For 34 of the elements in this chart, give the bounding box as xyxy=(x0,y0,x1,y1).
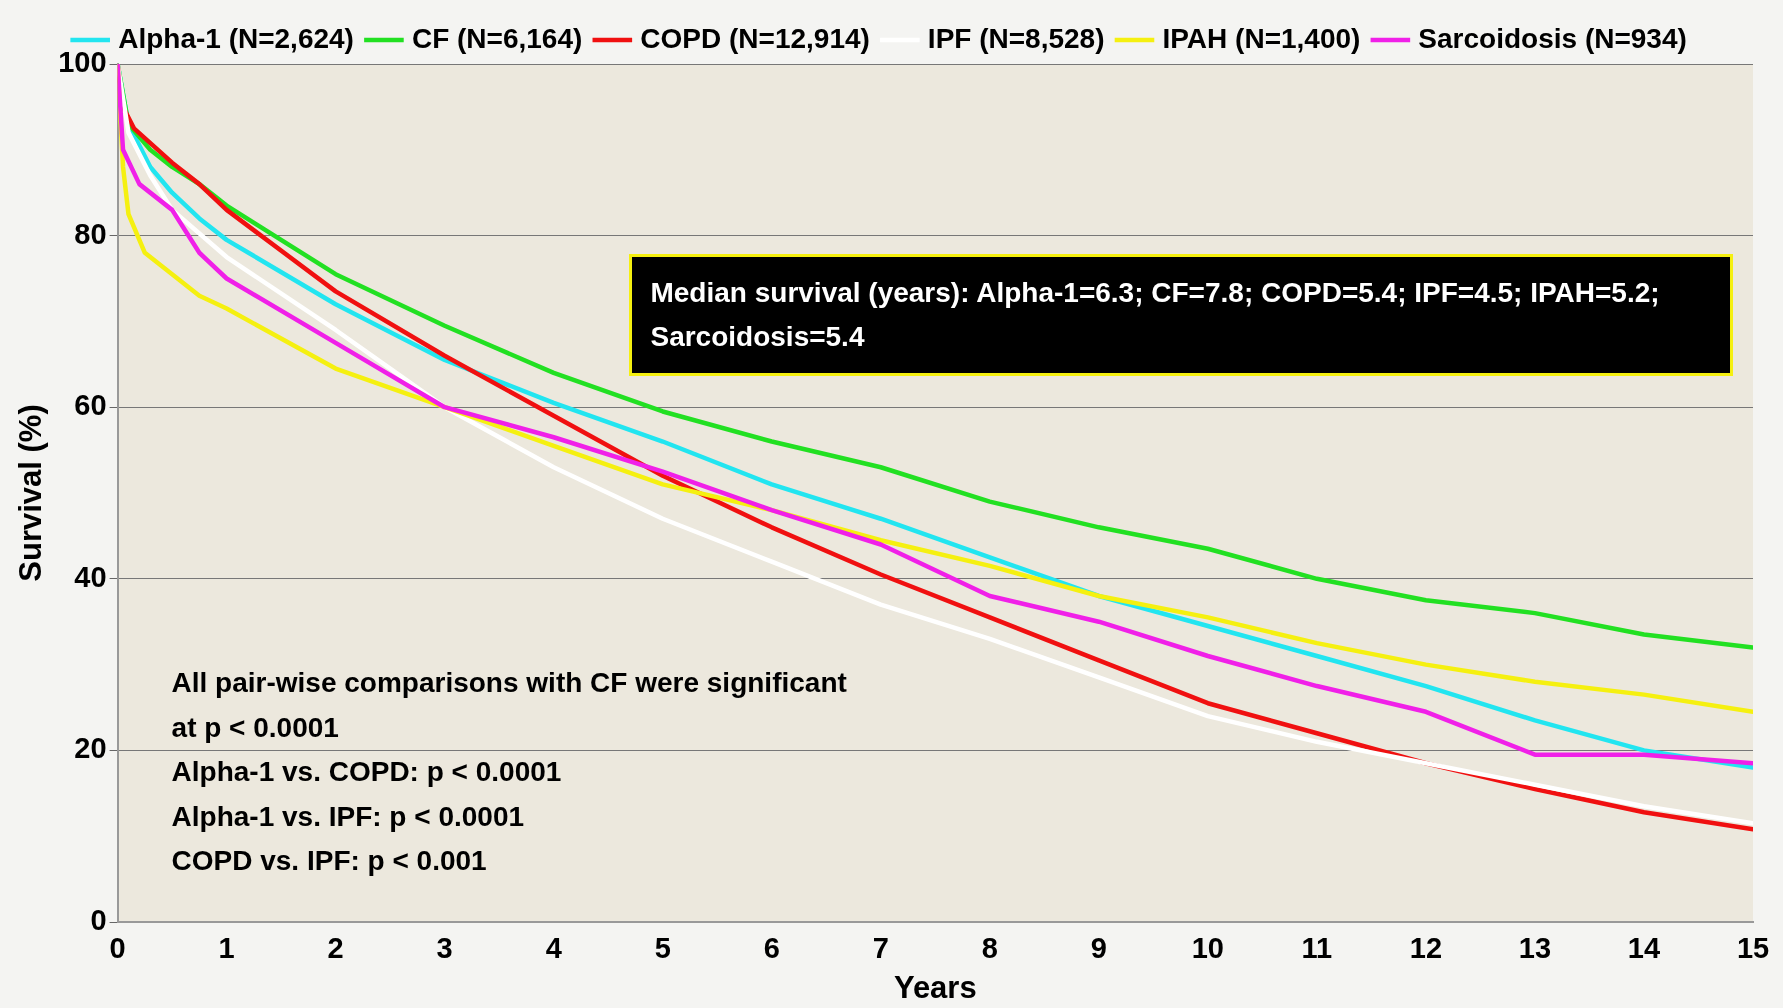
legend-label: Sarcoidosis (N=934) xyxy=(1418,22,1687,54)
x-tick-label: 13 xyxy=(1518,932,1552,965)
annotation: All pair-wise comparisons with CF were significant at p < 0.0001 xyxy=(171,667,847,743)
x-tick-label: 1 xyxy=(218,932,235,965)
x-tick-label: 5 xyxy=(654,932,671,965)
annotation: Alpha-1 vs. COPD: p < 0.0001 xyxy=(171,756,562,788)
legend-label: IPAH (N=1,400) xyxy=(1162,22,1361,54)
x-tick-label: 7 xyxy=(872,932,889,965)
y-tick-label: 60 xyxy=(74,389,107,422)
annotation: Alpha-1 vs. IPF: p < 0.0001 xyxy=(171,800,525,832)
x-tick-label: 10 xyxy=(1191,932,1224,965)
legend-label: Alpha-1 (N=2,624) xyxy=(118,22,354,54)
x-tick-label: 9 xyxy=(1090,932,1107,965)
x-tick-label: 6 xyxy=(763,932,780,965)
x-tick-label: 15 xyxy=(1736,932,1770,965)
legend-label: CF (N=6,164) xyxy=(411,22,583,54)
legend-label: COPD (N=12,914) xyxy=(640,22,870,54)
y-tick-label: 40 xyxy=(74,560,107,593)
y-axis-title: Survival (%) xyxy=(13,404,49,582)
y-tick-label: 0 xyxy=(90,904,107,936)
y-tick-label: 80 xyxy=(74,217,107,250)
legend-label: IPF (N=8,528) xyxy=(927,22,1105,54)
x-tick-label: 4 xyxy=(545,932,562,965)
x-tick-label: 11 xyxy=(1301,932,1333,965)
annotation: COPD vs. IPF: p < 0.001 xyxy=(171,845,487,877)
note-box: Median survival (years): Alpha-1=6.3; CF=7.8; COPD=5.4; IPF=4.5; IPAH=5.2; Sarcoidosis=5.4 xyxy=(629,254,1734,377)
x-tick-label: 12 xyxy=(1409,932,1443,965)
y-tick-label: 100 xyxy=(58,46,107,78)
x-tick-label: 14 xyxy=(1627,932,1661,965)
x-tick-label: 8 xyxy=(981,932,998,965)
x-axis-title: Years xyxy=(893,969,977,1005)
y-tick-label: 20 xyxy=(74,732,107,765)
x-tick-label: 3 xyxy=(436,932,453,965)
x-tick-label: 2 xyxy=(327,932,344,965)
